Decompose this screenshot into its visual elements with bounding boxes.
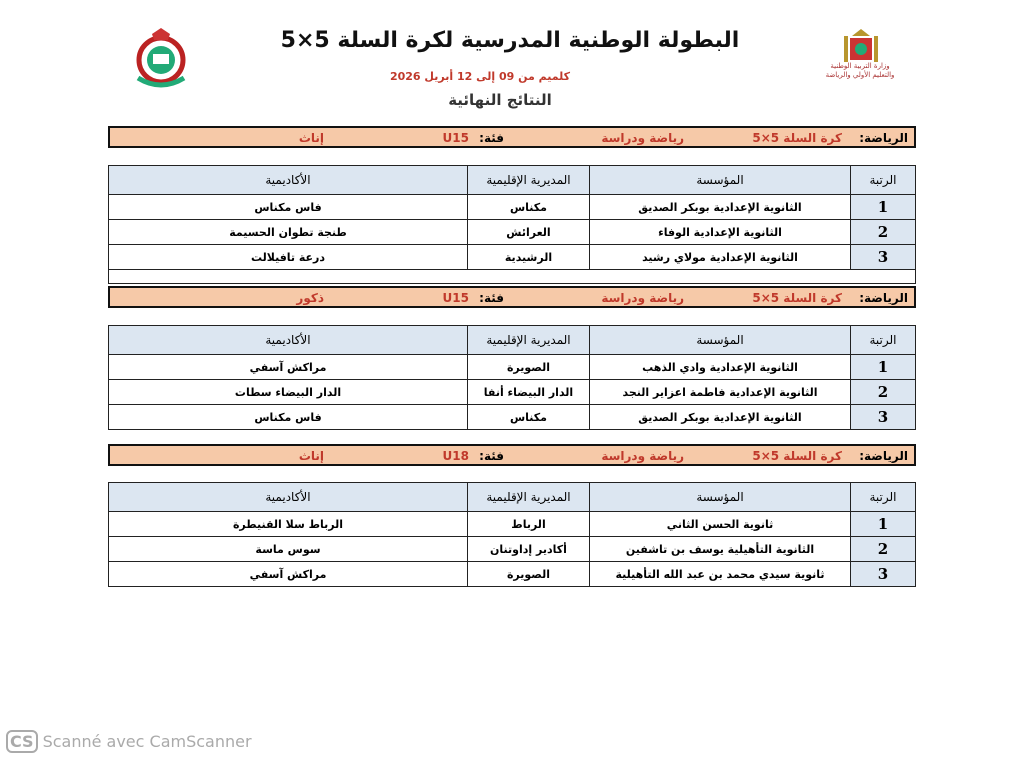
category-label: فئة:: [479, 291, 504, 305]
academy-cell: فاس مكناس: [108, 404, 468, 430]
camscanner-watermark: CS Scanné avec CamScanner: [6, 730, 252, 753]
institution-cell: الثانوية الإعدادية بوبكر الصديق: [589, 194, 851, 220]
table-row: 1 ثانوية الحسن الثاني الرباط الرباط سلا …: [108, 511, 916, 537]
rank-cell: 1: [850, 354, 916, 380]
ministry-logo: [826, 24, 896, 62]
table-row: 3 الثانوية الإعدادية مولاي رشيد الرشيدية…: [108, 244, 916, 270]
program-value: رياضة ودراسة: [601, 131, 684, 145]
academy-cell: طنجة تطوان الحسيمة: [108, 219, 468, 245]
rank-cell: 3: [850, 561, 916, 587]
section-header-bar: الرياضة: كرة السلة 5×5 رياضة ودراسة فئة:…: [108, 126, 916, 148]
col-academy: الأكاديمية: [108, 325, 468, 355]
gender-value: إناث: [298, 449, 324, 463]
directorate-cell: الرباط: [467, 511, 590, 537]
watermark-text: Scanné avec CamScanner: [42, 732, 252, 751]
category-value: U15: [442, 291, 469, 305]
col-directorate: المديرية الإقليمية: [467, 325, 590, 355]
institution-cell: الثانوية الإعدادية بوبكر الصديق: [589, 404, 851, 430]
col-rank: الرتبة: [850, 482, 916, 512]
academy-cell: سوس ماسة: [108, 536, 468, 562]
results-table: الرتبة المؤسسة المديرية الإقليمية الأكاد…: [108, 325, 916, 430]
category-value: U15: [442, 131, 469, 145]
academy-cell: مراكش آسفي: [108, 354, 468, 380]
section-header-bar: الرياضة: كرة السلة 5×5 رياضة ودراسة فئة:…: [108, 444, 916, 466]
col-rank: الرتبة: [850, 325, 916, 355]
section-header-bar: الرياضة: كرة السلة 5×5 رياضة ودراسة فئة:…: [108, 286, 916, 308]
rank-cell: 2: [850, 219, 916, 245]
table-row: 2 الثانوية الإعدادية الوفاء العرائش طنجة…: [108, 219, 916, 245]
directorate-cell: الصويرة: [467, 561, 590, 587]
col-rank: الرتبة: [850, 165, 916, 195]
sport-label: الرياضة:: [859, 291, 908, 305]
rank-cell: 3: [850, 244, 916, 270]
page-title: البطولة الوطنية المدرسية لكرة السلة 5×5: [280, 28, 740, 53]
category-value: U18: [442, 449, 469, 463]
institution-cell: الثانوية الإعدادية فاطمة اعزاير النجد: [589, 379, 851, 405]
table-row: 3 ثانوية سيدي محمد بن عبد الله التأهيلية…: [108, 561, 916, 587]
academy-cell: فاس مكناس: [108, 194, 468, 220]
sport-value: كرة السلة 5×5: [752, 449, 842, 463]
institution-cell: الثانوية الإعدادية مولاي رشيد: [589, 244, 851, 270]
institution-cell: الثانوية الإعدادية وادي الذهب: [589, 354, 851, 380]
table-row: 2 الثانوية الإعدادية فاطمة اعزاير النجد …: [108, 379, 916, 405]
col-institution: المؤسسة: [589, 325, 851, 355]
gender-value: ذكور: [296, 291, 324, 305]
table-header-row: الرتبة المؤسسة المديرية الإقليمية الأكاد…: [108, 325, 916, 355]
institution-cell: ثانوية سيدي محمد بن عبد الله التأهيلية: [589, 561, 851, 587]
directorate-cell: مكناس: [467, 404, 590, 430]
program-value: رياضة ودراسة: [601, 449, 684, 463]
gender-value: إناث: [298, 131, 324, 145]
sport-value: كرة السلة 5×5: [752, 291, 842, 305]
institution-cell: الثانوية التأهيلية يوسف بن تاشفين: [589, 536, 851, 562]
results-table: الرتبة المؤسسة المديرية الإقليمية الأكاد…: [108, 482, 916, 587]
directorate-cell: الدار البيضاء أنفا: [467, 379, 590, 405]
academy-cell: الرباط سلا القنيطرة: [108, 511, 468, 537]
sport-label: الرياضة:: [859, 131, 908, 145]
rank-cell: 2: [850, 379, 916, 405]
academy-cell: درعة تافيلالت: [108, 244, 468, 270]
table-row: 1 الثانوية الإعدادية بوبكر الصديق مكناس …: [108, 194, 916, 220]
col-directorate: المديرية الإقليمية: [467, 482, 590, 512]
sport-label: الرياضة:: [859, 449, 908, 463]
table-header-row: الرتبة المؤسسة المديرية الإقليمية الأكاد…: [108, 482, 916, 512]
col-directorate: المديرية الإقليمية: [467, 165, 590, 195]
spacer-row: [108, 269, 916, 284]
directorate-cell: مكناس: [467, 194, 590, 220]
table-row: 2 الثانوية التأهيلية يوسف بن تاشفين أكاد…: [108, 536, 916, 562]
federation-emblem: [132, 26, 190, 92]
table-row: 3 الثانوية الإعدادية بوبكر الصديق مكناس …: [108, 404, 916, 430]
rank-cell: 3: [850, 404, 916, 430]
academy-cell: الدار البيضاء سطات: [108, 379, 468, 405]
table-header-row: الرتبة المؤسسة المديرية الإقليمية الأكاد…: [108, 165, 916, 195]
institution-cell: الثانوية الإعدادية الوفاء: [589, 219, 851, 245]
category-label: فئة:: [479, 131, 504, 145]
results-table: الرتبة المؤسسة المديرية الإقليمية الأكاد…: [108, 165, 916, 284]
program-value: رياضة ودراسة: [601, 291, 684, 305]
col-academy: الأكاديمية: [108, 482, 468, 512]
rank-cell: 1: [850, 511, 916, 537]
directorate-cell: الرشيدية: [467, 244, 590, 270]
camscanner-logo-icon: CS: [6, 730, 38, 753]
col-institution: المؤسسة: [589, 482, 851, 512]
rank-cell: 2: [850, 536, 916, 562]
event-dates: كلميم من 09 إلى 12 أبريل 2026: [389, 70, 571, 83]
col-institution: المؤسسة: [589, 165, 851, 195]
page-subtitle: النتائج النهائية: [448, 91, 552, 109]
directorate-cell: أكادير إداوتنان: [467, 536, 590, 562]
table-row: 1 الثانوية الإعدادية وادي الذهب الصويرة …: [108, 354, 916, 380]
directorate-cell: الصويرة: [467, 354, 590, 380]
sport-value: كرة السلة 5×5: [752, 131, 842, 145]
category-label: فئة:: [479, 449, 504, 463]
directorate-cell: العرائش: [467, 219, 590, 245]
rank-cell: 1: [850, 194, 916, 220]
academy-cell: مراكش آسفي: [108, 561, 468, 587]
institution-cell: ثانوية الحسن الثاني: [589, 511, 851, 537]
col-academy: الأكاديمية: [108, 165, 468, 195]
ministry-name: وزارة التربية الوطنية والتعليم الأولي وا…: [825, 62, 895, 79]
